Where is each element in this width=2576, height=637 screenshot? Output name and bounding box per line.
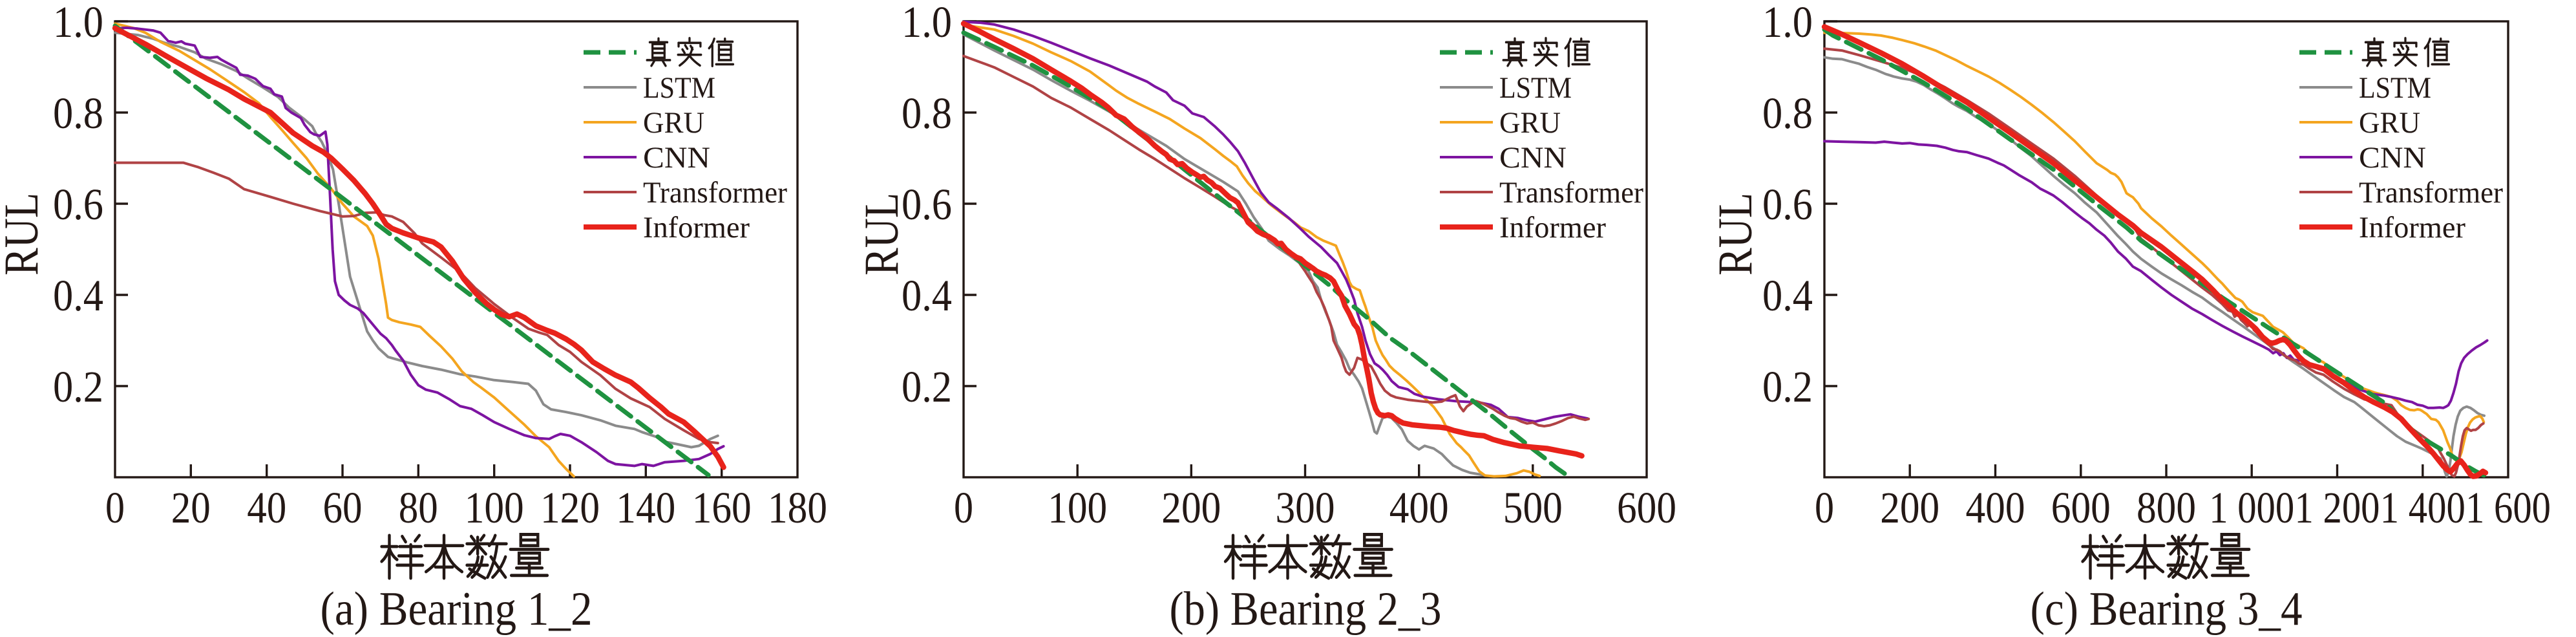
svg-text:100: 100 [465, 483, 524, 532]
svg-text:180: 180 [768, 483, 827, 532]
svg-text:400: 400 [1389, 483, 1449, 532]
svg-text:400: 400 [1966, 483, 2025, 532]
svg-text:0.2: 0.2 [902, 362, 952, 411]
svg-text:0.4: 0.4 [902, 271, 952, 320]
svg-text:20: 20 [171, 483, 211, 532]
svg-text:0.6: 0.6 [902, 180, 952, 229]
svg-text:1 600: 1 600 [2465, 483, 2551, 532]
svg-text:1.0: 1.0 [902, 0, 952, 47]
svg-text:Transformer: Transformer [643, 176, 787, 210]
svg-text:Transformer: Transformer [2359, 176, 2503, 210]
svg-text:1.0: 1.0 [53, 0, 103, 47]
svg-text:0: 0 [105, 483, 125, 532]
svg-text:GRU: GRU [2359, 106, 2420, 140]
svg-text:60: 60 [323, 483, 363, 532]
svg-text:100: 100 [1048, 483, 1107, 532]
svg-text:CNN: CNN [2359, 141, 2426, 175]
svg-text:1 400: 1 400 [2380, 483, 2465, 532]
svg-text:Informer: Informer [2359, 211, 2465, 244]
svg-text:0.6: 0.6 [53, 180, 103, 229]
svg-text:CNN: CNN [643, 141, 710, 175]
svg-text:0.8: 0.8 [902, 89, 952, 138]
svg-text:0.8: 0.8 [1762, 89, 1813, 138]
svg-text:40: 40 [247, 483, 286, 532]
svg-text:80: 80 [399, 483, 438, 532]
svg-text:Transformer: Transformer [1499, 176, 1643, 210]
svg-text:600: 600 [2051, 483, 2111, 532]
svg-text:0.2: 0.2 [1762, 362, 1813, 411]
svg-text:1 000: 1 000 [2209, 483, 2294, 532]
svg-text:0: 0 [954, 483, 973, 532]
svg-text:RUL: RUL [0, 193, 48, 275]
svg-text:200: 200 [1880, 483, 1939, 532]
svg-text:RUL: RUL [1709, 193, 1762, 275]
svg-text:160: 160 [692, 483, 752, 532]
svg-text:RUL: RUL [855, 193, 909, 275]
svg-text:600: 600 [1617, 483, 1676, 532]
svg-text:LSTM: LSTM [643, 71, 715, 105]
svg-text:0.4: 0.4 [1762, 271, 1813, 320]
svg-text:0.4: 0.4 [53, 271, 103, 320]
svg-text:0.8: 0.8 [53, 89, 103, 138]
svg-text:LSTM: LSTM [2359, 71, 2431, 105]
svg-text:120: 120 [540, 483, 600, 532]
svg-text:Informer: Informer [643, 211, 750, 244]
svg-text:800: 800 [2137, 483, 2196, 532]
svg-text:200: 200 [1161, 483, 1221, 532]
svg-text:140: 140 [616, 483, 675, 532]
svg-text:(b) Bearing 2_3: (b) Bearing 2_3 [1170, 583, 1442, 636]
svg-text:LSTM: LSTM [1499, 71, 1572, 105]
svg-text:0: 0 [1815, 483, 1834, 532]
svg-text:1 200: 1 200 [2295, 483, 2380, 532]
svg-text:GRU: GRU [1499, 106, 1561, 140]
svg-text:CNN: CNN [1499, 141, 1567, 175]
svg-text:0.2: 0.2 [53, 362, 103, 411]
svg-text:0.6: 0.6 [1762, 180, 1813, 229]
svg-text:300: 300 [1276, 483, 1335, 532]
svg-text:500: 500 [1503, 483, 1563, 532]
svg-text:(a) Bearing 1_2: (a) Bearing 1_2 [321, 583, 593, 636]
svg-text:Informer: Informer [1499, 211, 1606, 244]
svg-text:GRU: GRU [643, 106, 704, 140]
svg-text:1.0: 1.0 [1762, 0, 1813, 47]
svg-text:(c) Bearing 3_4: (c) Bearing 3_4 [2031, 583, 2303, 636]
